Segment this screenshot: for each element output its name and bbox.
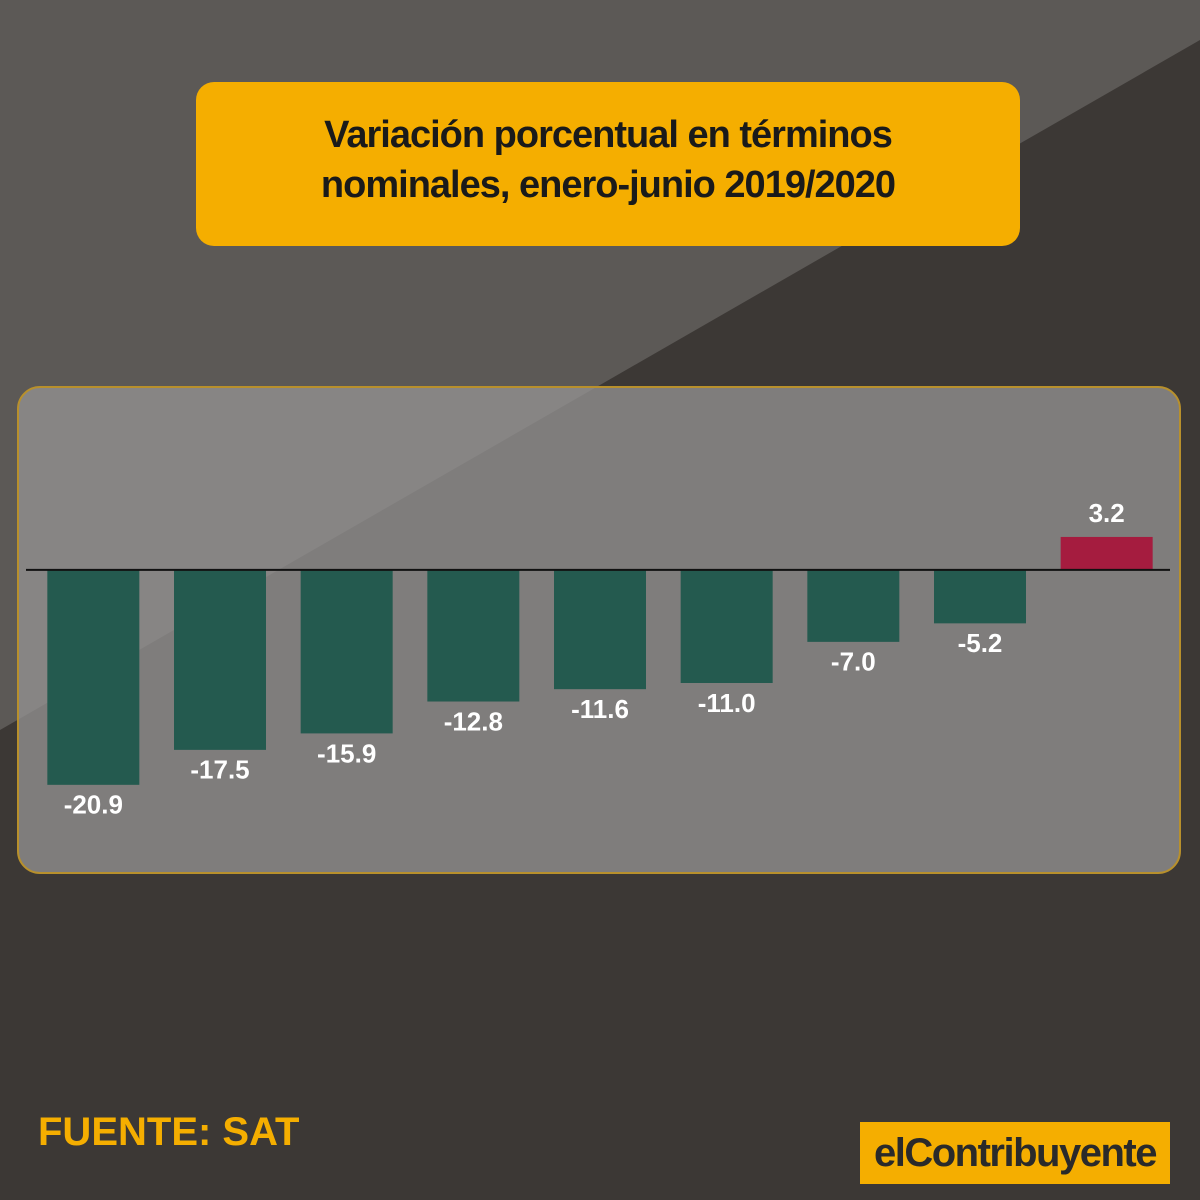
bar bbox=[174, 569, 266, 750]
bar bbox=[300, 569, 393, 734]
value-label: -12.8 bbox=[444, 706, 503, 736]
bar bbox=[47, 569, 140, 785]
source: FUENTE: SAT bbox=[38, 1110, 300, 1154]
value-label: -17.5 bbox=[190, 755, 249, 785]
value-label: -20.9 bbox=[64, 790, 123, 820]
chart-title: Variación porcentual en términos nominal… bbox=[196, 82, 1020, 246]
value-label: -5.2 bbox=[958, 628, 1003, 658]
value-label: -15.9 bbox=[317, 738, 376, 768]
bar bbox=[934, 569, 1026, 624]
bar bbox=[554, 569, 646, 690]
bar bbox=[807, 569, 900, 642]
value-label: -11.6 bbox=[571, 694, 629, 724]
value-label: 3.2 bbox=[1089, 498, 1125, 528]
bar bbox=[1060, 536, 1153, 570]
bar bbox=[427, 569, 520, 702]
value-label: -7.0 bbox=[831, 647, 876, 677]
value-label: -11.0 bbox=[698, 688, 756, 718]
bar bbox=[680, 569, 773, 683]
logo: elContribuyente bbox=[860, 1122, 1170, 1184]
